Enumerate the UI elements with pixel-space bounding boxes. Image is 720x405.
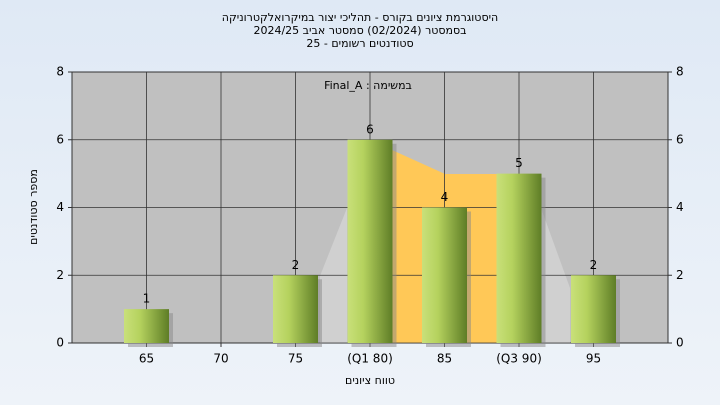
x-tick-label: (Q1 80) (347, 352, 393, 366)
chart-subtitle: בסמסטר (02/2024) סמסטר אביב 2024/25 (253, 24, 466, 37)
y2-tick-label: 6 (676, 132, 684, 146)
bar (496, 173, 542, 343)
data-label: 5 (515, 156, 523, 170)
chart-subtitle: סטודנטים רשומים - 25 (306, 37, 413, 50)
y2-tick-label: 4 (676, 200, 684, 214)
x-tick-label: 85 (437, 352, 452, 366)
y-axis-label: מספר סטודנטים (27, 169, 40, 245)
x-tick-label: (Q3 90) (496, 352, 542, 366)
x-tick-label: 95 (586, 352, 601, 366)
y-tick-label: 6 (56, 132, 64, 146)
bar (124, 309, 169, 343)
x-tick-label: 70 (213, 352, 228, 366)
data-label: 4 (441, 190, 449, 204)
y-tick-label: 8 (56, 65, 64, 79)
y-tick-label: 2 (56, 268, 64, 282)
data-label: 6 (366, 122, 374, 136)
y2-tick-label: 2 (676, 268, 684, 282)
x-axis-label: טווח ציונים (345, 374, 395, 387)
data-label: 1 (143, 292, 151, 306)
y-tick-label: 4 (56, 200, 64, 214)
data-label: 2 (292, 258, 300, 272)
y-tick-label: 0 (56, 336, 64, 350)
y2-tick-label: 8 (676, 65, 684, 79)
chart-title: היסטוגרמת ציונים בקורס - תהליכי יצור במי… (222, 11, 498, 24)
bar (571, 275, 616, 343)
x-tick-label: 65 (139, 352, 154, 366)
x-tick-label: 75 (288, 352, 303, 366)
data-label: 2 (590, 258, 598, 272)
y2-tick-label: 0 (676, 336, 684, 350)
bar (422, 207, 467, 343)
bar (347, 139, 393, 343)
bar (273, 275, 318, 343)
annotation: במשימה : Final_A (324, 79, 412, 92)
